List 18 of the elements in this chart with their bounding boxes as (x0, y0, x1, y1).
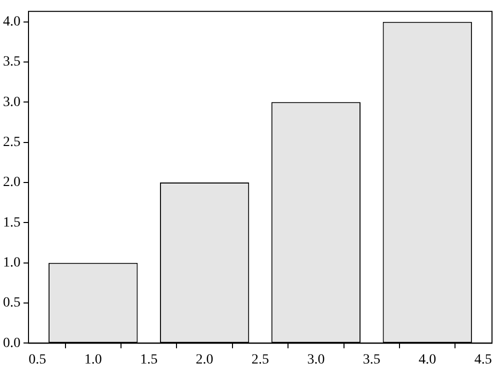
x-tick-label: 4.0 (418, 352, 436, 368)
x-tick-label: 2.0 (196, 352, 214, 368)
y-tick-label: 3.0 (3, 94, 20, 110)
x-tick-label: 3.0 (307, 352, 325, 368)
x-tick-label: 3.5 (362, 352, 380, 368)
y-tick-label: 4.0 (3, 14, 20, 30)
x-tick-label: 2.5 (252, 352, 269, 368)
x-tick-label: 1.5 (140, 352, 158, 368)
y-tick-label: 1.0 (3, 256, 20, 271)
y-tick-label: 0.0 (3, 336, 20, 351)
y-tick-label: 2.5 (3, 135, 20, 150)
y-tick-label: 1.5 (3, 215, 20, 230)
y-tick-label: 3.5 (3, 54, 20, 70)
y-tick-label: 0.5 (3, 296, 20, 311)
x-tick-label: 1.0 (84, 352, 102, 368)
x-tick-label: 4.5 (474, 352, 492, 368)
x-tick-label: 0.5 (28, 352, 46, 368)
y-tick-label: 2.0 (3, 175, 20, 190)
